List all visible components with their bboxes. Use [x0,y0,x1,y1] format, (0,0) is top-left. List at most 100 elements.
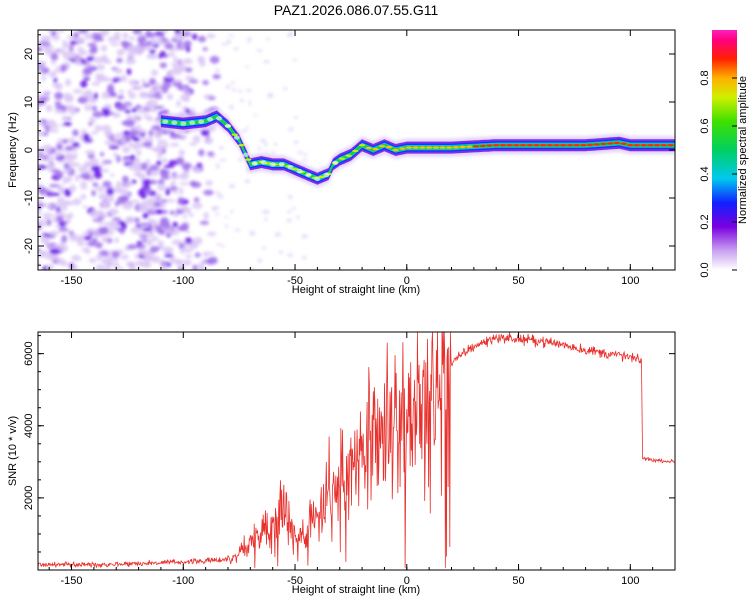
noise-speck [245,88,253,92]
noise-speck [58,30,65,33]
noise-speck [194,252,201,258]
colorbar-tick-label: 0.2 [699,214,711,229]
ridge-core-blob [472,145,480,148]
noise-speck [215,243,222,246]
noise-speck [206,33,216,39]
noise-speck [61,234,68,243]
noise-speck [38,261,41,266]
noise-speck [104,266,111,270]
noise-speck [140,222,148,226]
ridge-core-blob [620,142,627,145]
noise-speck [172,79,183,83]
noise-speck [192,264,198,270]
noise-speck [86,55,95,62]
snr-frame [37,331,676,571]
noise-speck [65,152,73,161]
noise-speck [78,30,89,34]
noise-speck [72,235,80,242]
noise-speck [183,40,192,48]
noise-speck [159,31,165,38]
noise-speck [96,253,103,262]
spectrogram-x-tick-label: 0 [404,275,410,287]
noise-speck [95,264,106,270]
noise-speck [63,121,72,127]
noise-speck [137,232,149,237]
chart-title: PAZ1.2026.086.07.55.G11 [274,2,439,18]
noise-speck [89,116,94,122]
ridge-gap [162,119,169,124]
noise-speck [168,51,175,57]
noise-speck [61,169,72,173]
noise-speck [85,169,94,174]
noise-speck [174,33,182,41]
noise-speck [57,257,65,265]
ridge-core-blob [365,146,372,150]
noise-speck [38,203,42,211]
noise-speck [42,132,49,136]
noise-speck [179,60,184,65]
noise-speck [179,186,184,195]
noise-speck [56,187,64,191]
noise-speck [60,110,66,114]
noise-speck [80,193,87,200]
noise-speck [173,56,178,64]
noise-speck [150,37,157,46]
noise-speck [109,111,115,116]
noise-speck [38,105,41,111]
noise-speck [103,103,113,109]
ridge-core-blob [231,133,238,136]
noise-speck [207,231,217,237]
noise-speck [48,72,57,78]
noise-speck [134,253,139,259]
noise-speck [117,220,124,226]
ridge-gap [207,117,214,122]
noise-speck [229,183,235,189]
noise-speck [111,222,120,230]
noise-speck [208,96,216,101]
noise-speck [157,140,163,145]
noise-speck [125,261,136,267]
spectrogram-marks [38,30,675,270]
noise-speck [135,244,147,249]
noise-speck [39,96,50,102]
ridge-core-blob [459,145,466,149]
noise-speck [72,129,79,137]
spectrogram-y-tick-label: 10 [23,96,35,108]
noise-speck [101,110,111,117]
noise-speck [110,36,121,41]
noise-speck [95,73,100,77]
noise-speck [203,212,209,220]
noise-speck [80,80,88,88]
noise-speck [161,37,168,42]
ridge-gap [287,165,294,170]
noise-speck [52,123,60,129]
noise-speck [262,246,267,250]
snr-x-tick-label: -150 [61,575,83,587]
noise-speck [142,141,153,148]
noise-speck [183,170,190,174]
noise-speck [170,180,176,186]
noise-speck [48,183,60,188]
noise-speck [120,137,127,145]
noise-speck [142,212,149,219]
noise-speck [59,47,66,55]
noise-speck [303,153,308,157]
noise-speck [198,55,203,63]
noise-speck [257,258,263,263]
noise-speck [147,230,155,236]
spectrogram-y-tick-label: 0 [23,147,35,153]
snr-x-tick-label: -100 [172,575,194,587]
noise-speck [212,74,221,80]
noise-speck [180,134,187,139]
noise-speck [113,31,121,38]
noise-speck [121,175,129,182]
noise-speck [245,65,250,68]
noise-speck [274,232,282,237]
noise-speck [82,205,88,209]
spectrogram-y-axis-title: Frequency (Hz) [7,112,19,188]
noise-speck [287,127,294,132]
noise-speck [157,226,164,235]
noise-speck [151,69,158,77]
ridge-core-blob [405,146,413,149]
